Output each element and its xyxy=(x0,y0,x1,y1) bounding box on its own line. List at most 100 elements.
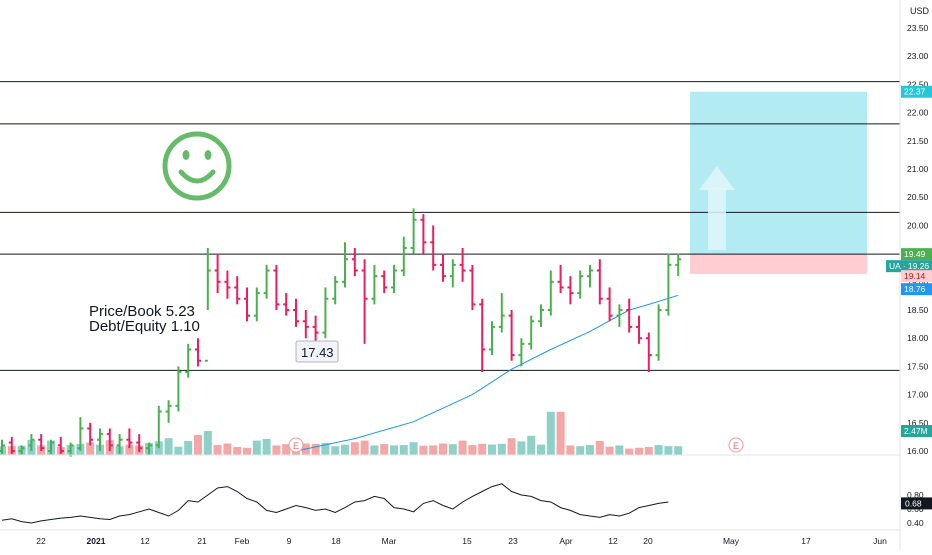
ohlc-bar xyxy=(224,270,231,299)
time-tick-label: 23 xyxy=(508,536,518,546)
stop-box xyxy=(690,254,867,274)
price-tick-label: 17.50 xyxy=(907,361,929,371)
volume-bar xyxy=(282,444,291,455)
volume-bar xyxy=(625,448,634,455)
ohlc-bar xyxy=(381,270,388,294)
time-axis[interactable]: 22 2021 12 21 Feb 9 18 Mar 15 23 Apr 12 20 May 17 Jun xyxy=(36,536,887,546)
volume-bar xyxy=(213,445,222,455)
ohlc-bar xyxy=(165,400,172,423)
volume-bar xyxy=(478,443,487,455)
volume-bar xyxy=(635,447,643,455)
volume-bar xyxy=(154,441,163,455)
ohlc-bar xyxy=(351,247,358,277)
volume-bar xyxy=(184,440,193,455)
ohlc-bar xyxy=(283,293,290,316)
price-tick-label: 20.00 xyxy=(907,220,929,230)
ohlc-bar xyxy=(214,253,221,294)
ohlc-bar xyxy=(146,442,152,456)
price-badge-bg xyxy=(886,260,932,273)
volume-bar xyxy=(654,445,663,455)
ohlc-bar xyxy=(371,264,378,305)
ohlc-bar xyxy=(116,434,123,454)
ohlc-bar xyxy=(322,287,329,339)
ohlc-bar xyxy=(596,259,603,305)
time-tick-label: 22 xyxy=(36,536,46,546)
ohlc-bar xyxy=(185,343,192,378)
ohlc-bar xyxy=(469,264,476,310)
price-badge: 19.14 xyxy=(901,270,932,283)
price-tick-label: 21.00 xyxy=(907,164,929,174)
price-tick-label: 16.00 xyxy=(907,446,929,456)
ohlc-bar xyxy=(8,436,15,454)
annotation-price: 17.43 xyxy=(301,345,334,360)
ohlc-bar xyxy=(508,310,515,361)
ohlc-bar xyxy=(106,428,113,451)
ohlc-bar xyxy=(155,405,162,449)
price-badge-text: 18.76 xyxy=(904,284,926,294)
price-badge-bg xyxy=(901,283,932,296)
volume-bar xyxy=(370,445,379,455)
earnings-marker-past[interactable]: E xyxy=(293,441,299,451)
ohlc-bar xyxy=(420,214,427,254)
volume-bar xyxy=(507,438,516,455)
ohlc-bar xyxy=(361,259,368,344)
volume-bar xyxy=(86,442,95,455)
ohlc-bar xyxy=(567,276,574,305)
price-badge-bg xyxy=(901,85,932,98)
volume-bar xyxy=(674,446,683,455)
price-badge-text: 19.49 xyxy=(904,249,926,259)
volume-bar xyxy=(556,411,565,455)
ohlc-bar xyxy=(67,442,74,457)
volume-bar xyxy=(321,443,330,455)
volume-bar xyxy=(243,447,251,455)
ohlc-bar xyxy=(136,434,143,453)
earnings-marker-upcoming[interactable]: E xyxy=(733,441,739,451)
ohlc-bar xyxy=(204,247,211,362)
volume-bar xyxy=(399,445,408,455)
volume-bar xyxy=(615,445,624,455)
ohlc-bar xyxy=(77,417,84,451)
ohlc-bar xyxy=(606,287,613,322)
ohlc-bar xyxy=(253,287,260,322)
annotation-callout: 17.43 xyxy=(295,340,339,363)
volume-bar xyxy=(409,442,418,455)
price-badge: 18.76 xyxy=(901,283,932,296)
price-tick-label: 23.50 xyxy=(907,23,929,33)
ohlc-bar xyxy=(538,304,544,327)
volume-badge: 2.47M xyxy=(901,425,932,437)
time-tick-label: 21 xyxy=(197,536,207,546)
ohlc-bar xyxy=(528,315,535,350)
price-badge-bg xyxy=(901,270,932,283)
volume-bar xyxy=(164,438,173,455)
ohlc-bar xyxy=(518,338,525,367)
moving-average xyxy=(295,294,679,452)
ohlc-bar xyxy=(655,304,662,361)
volume-bar xyxy=(223,443,232,455)
time-tick-label: 12 xyxy=(608,536,618,546)
ohlc-bar xyxy=(616,304,623,327)
ohlc-bar xyxy=(400,236,407,277)
volume-badge-text: 2.47M xyxy=(904,426,928,436)
indicator-pane xyxy=(1,483,669,524)
ohlc-bar xyxy=(342,242,348,288)
price-badge-bg xyxy=(901,248,932,261)
ohlc-bar xyxy=(410,208,417,254)
volume-bar xyxy=(125,444,134,455)
price-tick-label: 20.50 xyxy=(907,192,929,202)
volume-bar xyxy=(605,446,614,455)
time-tick-label: 2021 xyxy=(87,536,106,546)
ohlc-bar xyxy=(332,276,339,305)
price-badge-text: UA · 19.26 xyxy=(889,261,929,271)
time-tick-label: 18 xyxy=(331,536,341,546)
price-bars xyxy=(0,208,682,457)
ohlc-bar xyxy=(175,366,182,412)
ohlc-bar xyxy=(636,315,642,344)
volume-bar xyxy=(546,411,555,455)
ohlc-bar xyxy=(665,253,672,316)
price-tick-label: 17.00 xyxy=(907,390,929,400)
time-tick-label: Jun xyxy=(873,536,887,546)
